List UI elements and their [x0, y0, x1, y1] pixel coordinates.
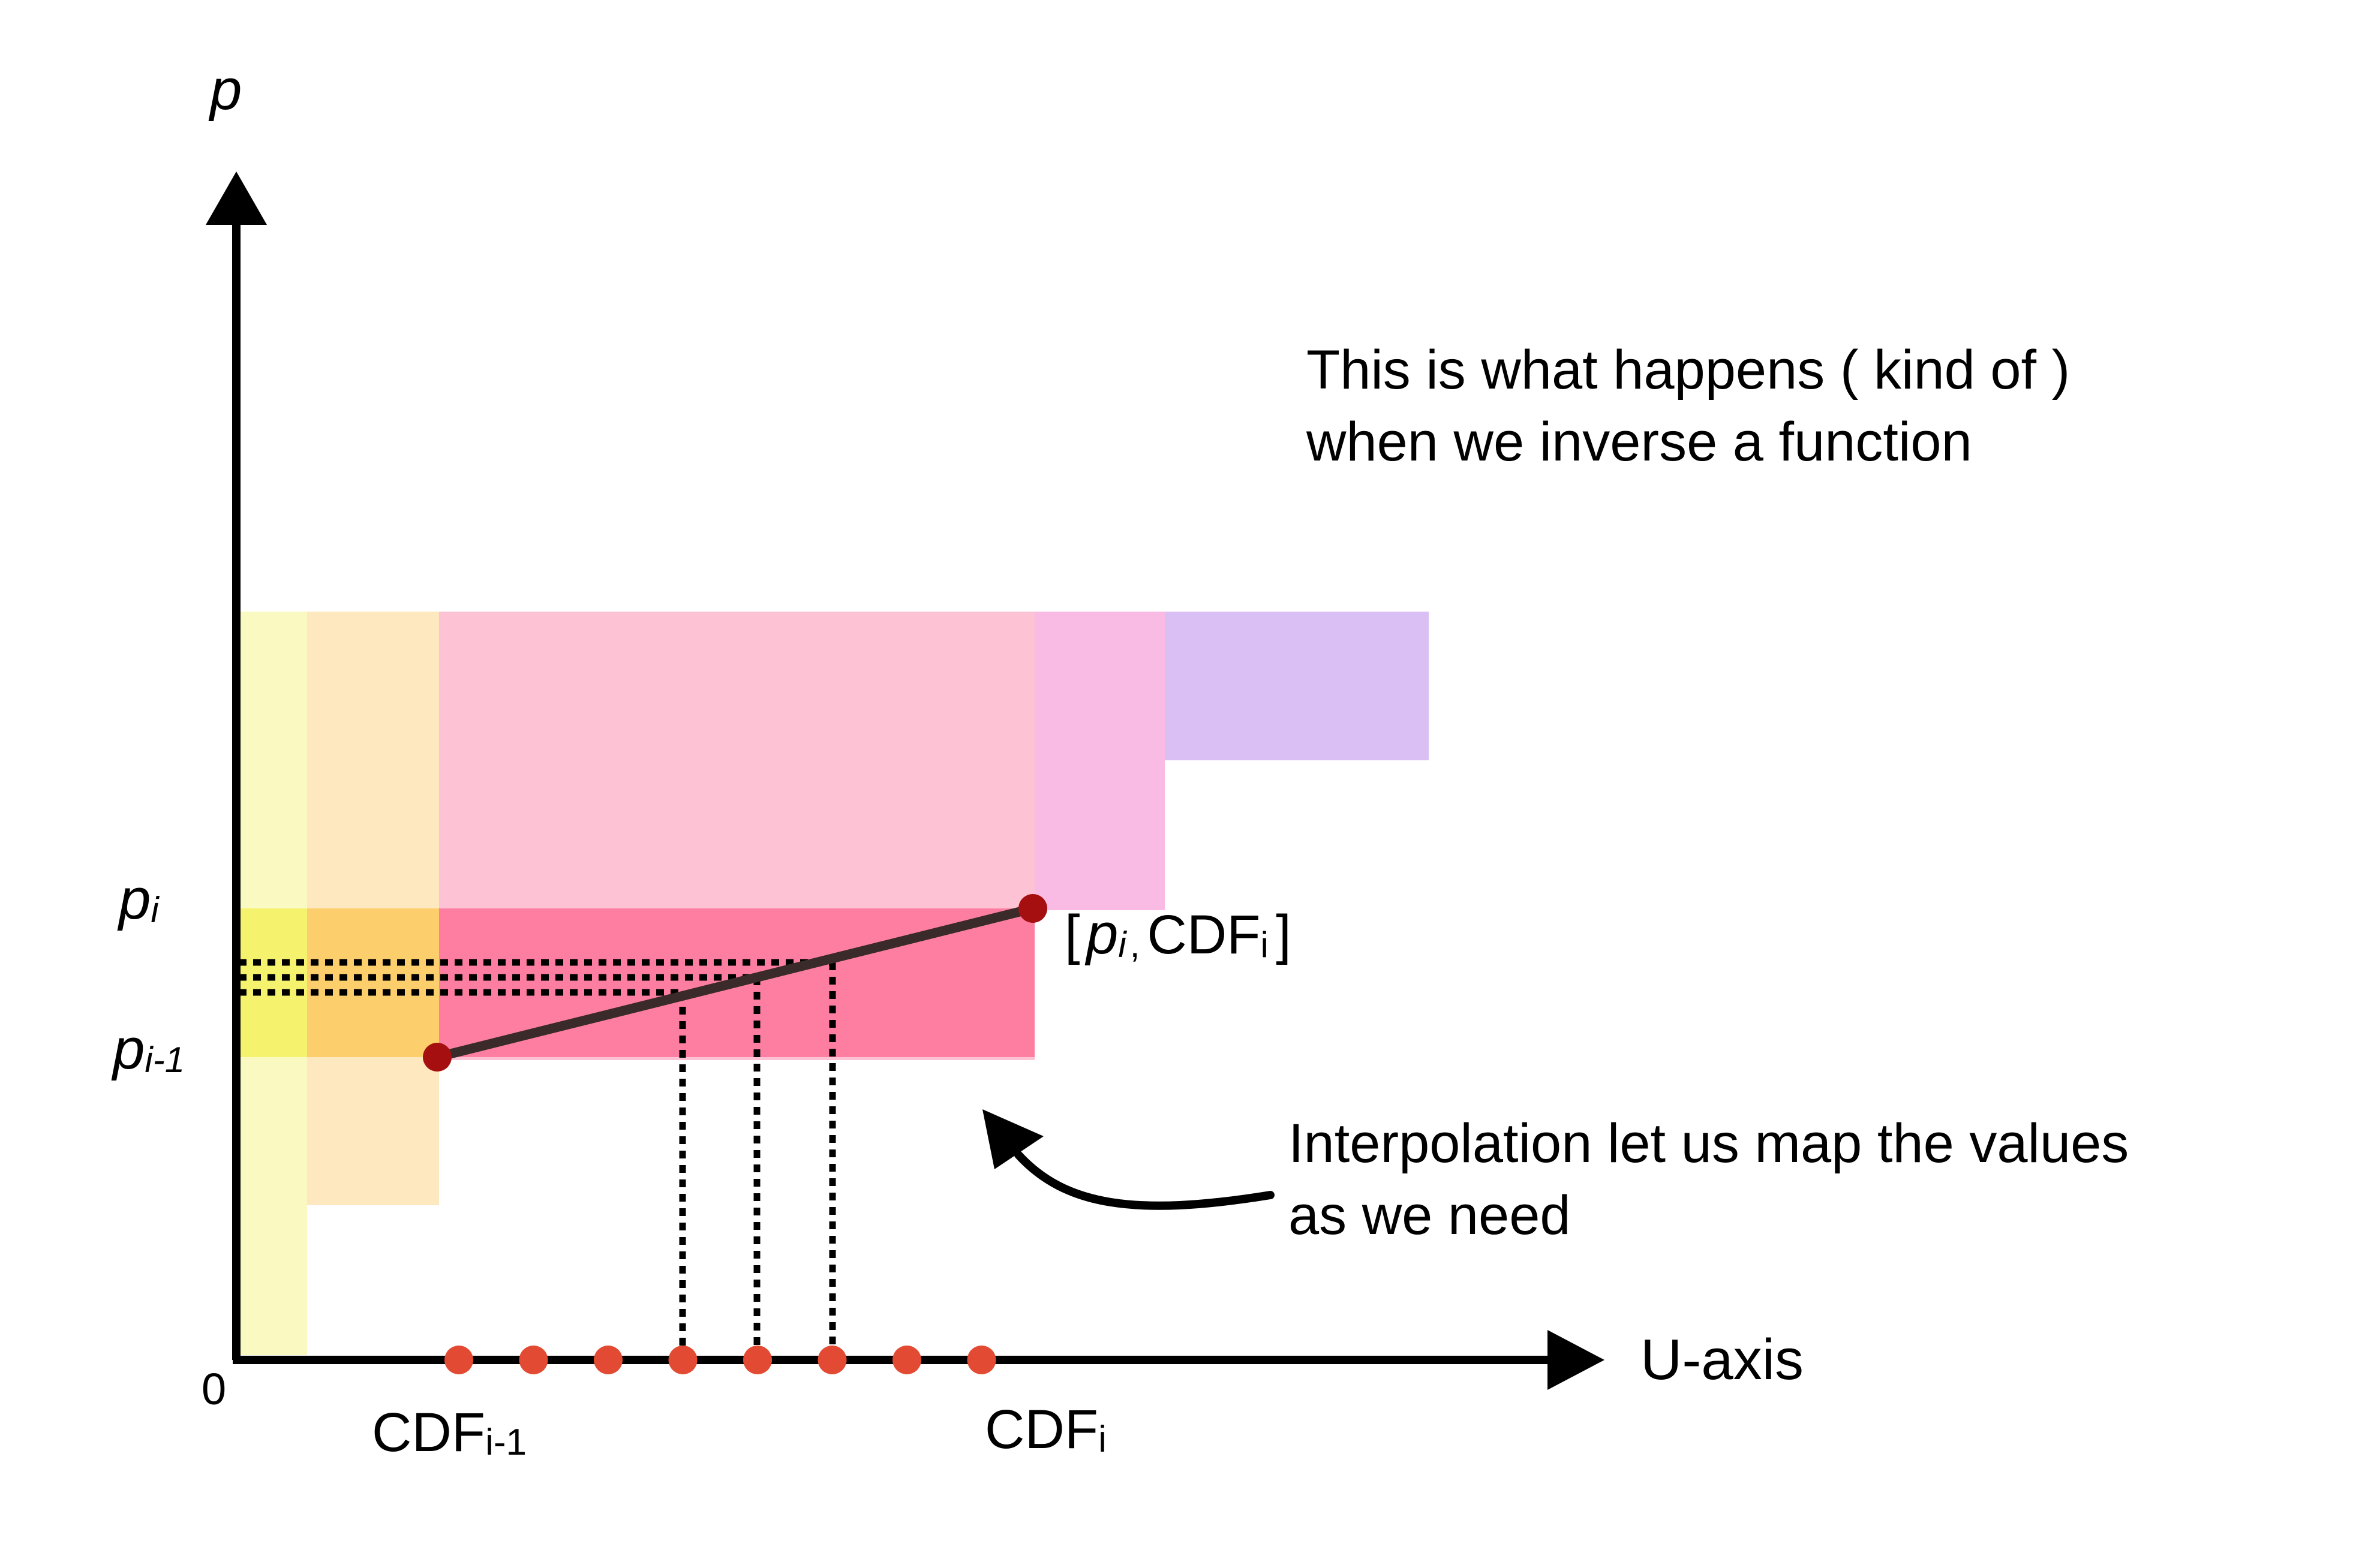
- y-tick-p-i-sub: i: [151, 890, 160, 930]
- y-tick-p-i: pi: [117, 867, 160, 931]
- sample-dot-4: [668, 1346, 698, 1374]
- x-axis-label: U-axis: [1640, 1328, 1804, 1392]
- y-axis-label: p: [208, 58, 242, 122]
- sample-dots: [444, 1346, 996, 1374]
- interpolation-note-line-1: Interpolation let us map the values: [1288, 1113, 2129, 1174]
- x-tick-cdf-i-base: CDF: [985, 1399, 1098, 1460]
- x-tick-cdf-i: CDFi: [985, 1399, 1107, 1460]
- interpolation-note-line-2: as we need: [1288, 1185, 1571, 1246]
- endpoint-lower: [423, 1043, 452, 1072]
- sample-dot-8: [967, 1346, 996, 1374]
- inverse-note-line-2: when we inverse a function: [1306, 411, 1972, 472]
- endpoint-label-sep: ,: [1130, 925, 1140, 965]
- curved-arrow-head: [982, 1109, 1044, 1169]
- x-tick-cdf-im1-base: CDF: [372, 1402, 485, 1463]
- endpoint-upper: [1018, 894, 1047, 923]
- y-tick-p-im1-sub: i-1: [145, 1040, 185, 1080]
- endpoint-label: [ pi, CDFi ]: [1065, 902, 1291, 966]
- x-tick-cdf-i-minus-1: CDFi-1: [372, 1402, 527, 1463]
- bin-pink-light: [1035, 612, 1165, 910]
- endpoint-label-p: p: [1084, 902, 1118, 966]
- band-orange: [307, 908, 439, 1057]
- sample-dot-2: [519, 1346, 548, 1374]
- x-tick-cdf-im1-sub: i-1: [485, 1422, 527, 1463]
- sample-dot-5: [743, 1346, 772, 1374]
- horizontal-projection-lines: [239, 959, 833, 996]
- y-tick-p-im1-base: p: [111, 1017, 145, 1081]
- curved-arrow-shaft: [1014, 1151, 1275, 1210]
- origin-label: 0: [202, 1364, 226, 1414]
- sample-dot-7: [893, 1346, 921, 1374]
- band-bright-yellow: [240, 908, 307, 1057]
- bin-lavender: [1165, 612, 1429, 760]
- y-tick-p-i-minus-1: pi-1: [111, 1017, 185, 1081]
- x-tick-cdf-i-sub: i: [1098, 1419, 1107, 1460]
- endpoint-label-p-sub: i: [1118, 925, 1127, 965]
- x-axis-arrowhead: [1547, 1330, 1604, 1390]
- endpoint-label-close: ]: [1276, 904, 1291, 965]
- sample-dot-6: [818, 1346, 847, 1374]
- endpoint-label-cdf-sub: i: [1261, 925, 1269, 965]
- sample-dot-3: [594, 1346, 623, 1374]
- endpoint-label-open: [: [1065, 904, 1080, 965]
- sample-dot-1: [444, 1346, 473, 1374]
- y-tick-p-i-base: p: [117, 867, 151, 931]
- inverse-note-line-1: This is what happens ( kind of ): [1306, 339, 2070, 401]
- y-axis-arrowhead: [206, 171, 267, 225]
- endpoint-label-cdf: CDF: [1147, 904, 1260, 965]
- interpolation-line: [432, 904, 1038, 1062]
- vertical-projection-lines: [679, 962, 836, 1356]
